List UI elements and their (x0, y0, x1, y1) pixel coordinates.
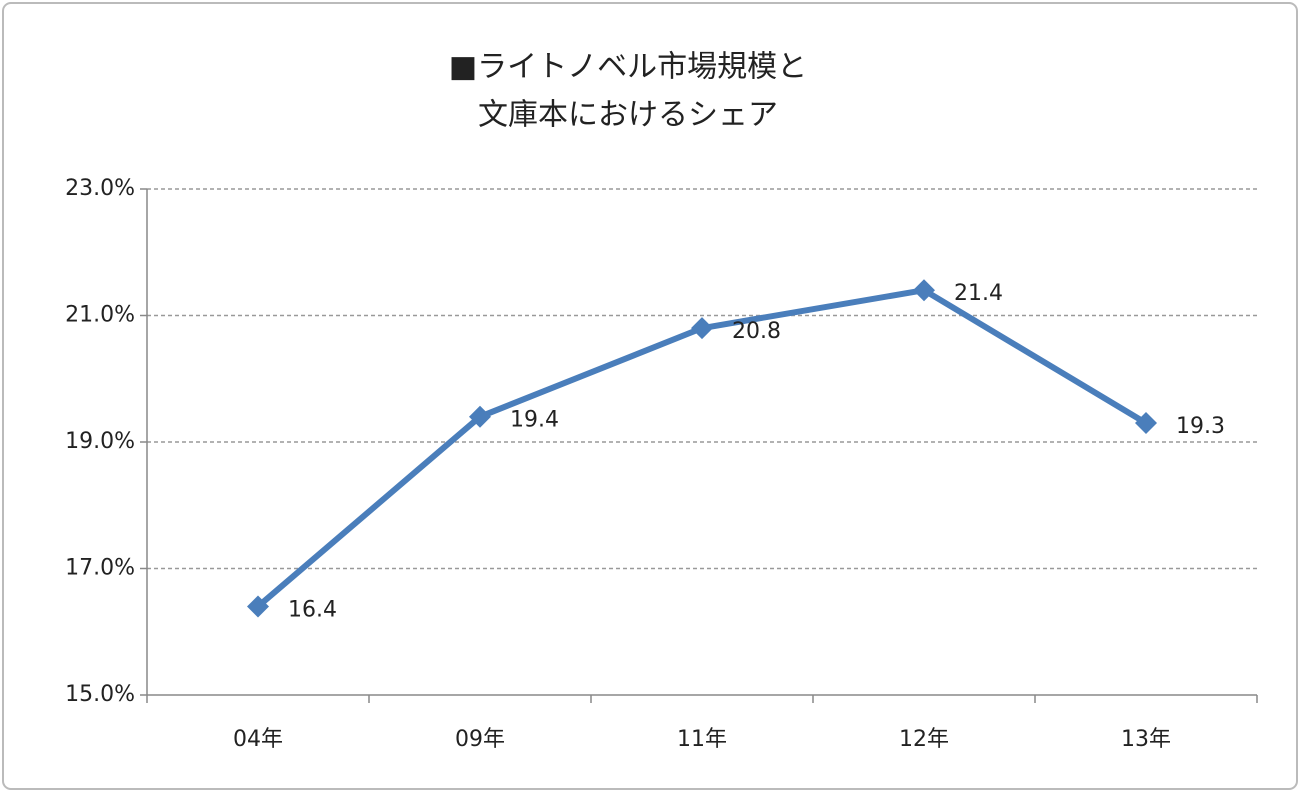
marker (1135, 412, 1157, 435)
y-tick-label: 21.0% (65, 303, 135, 328)
chart-title: ■ライトノベル市場規模と (449, 50, 807, 85)
data-label: 21.4 (954, 281, 1003, 306)
x-tick-label: 11年 (677, 727, 727, 752)
y-tick-label: 23.0% (65, 176, 135, 201)
x-tick-label: 04年 (233, 727, 283, 752)
chart-title: 文庫本におけるシェア (478, 98, 778, 133)
data-label: 19.3 (1176, 414, 1225, 439)
x-tick-label: 12年 (899, 727, 949, 752)
marker (469, 405, 491, 428)
marker (913, 279, 935, 302)
y-tick-label: 19.0% (65, 429, 135, 454)
y-tick-label: 15.0% (65, 682, 135, 707)
x-tick-label: 09年 (455, 727, 505, 752)
marker (247, 595, 269, 618)
data-label: 16.4 (288, 597, 337, 622)
y-tick-label: 17.0% (65, 556, 135, 581)
marker (691, 317, 713, 340)
x-tick-label: 13年 (1121, 727, 1171, 752)
data-label: 20.8 (732, 319, 781, 344)
data-label: 19.4 (510, 408, 559, 433)
